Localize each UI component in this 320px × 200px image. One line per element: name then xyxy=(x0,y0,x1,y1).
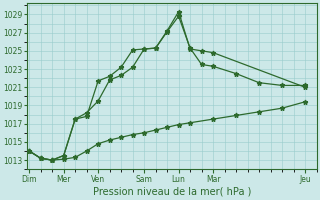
X-axis label: Pression niveau de la mer( hPa ): Pression niveau de la mer( hPa ) xyxy=(92,187,251,197)
